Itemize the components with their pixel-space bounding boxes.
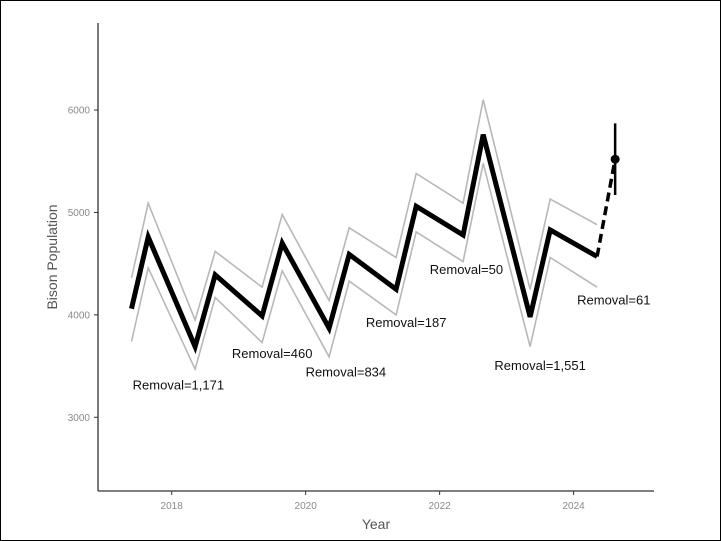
y-tick-label: 6000 [68, 106, 91, 117]
y-tick-label: 5000 [68, 208, 91, 219]
x-tick-label: 2018 [161, 501, 184, 512]
lower-bound-line [130, 163, 598, 372]
upper-bound-line [130, 99, 598, 323]
projection-point [610, 154, 620, 164]
estimate-line [129, 133, 599, 355]
removal-annotation: Removal=50 [430, 262, 503, 277]
projection-dashed-line [595, 158, 617, 257]
y-tick-label: 4000 [68, 310, 91, 321]
x-tick-label: 2024 [562, 501, 585, 512]
removal-annotation: Removal=460 [232, 346, 313, 361]
removal-annotation: Removal=1,171 [133, 378, 224, 393]
removal-annotation: Removal=834 [306, 364, 387, 379]
removal-annotation: Removal=61 [577, 293, 650, 308]
y-axis-title: Bison Population [44, 204, 60, 309]
y-tick-label: 3000 [68, 413, 91, 424]
x-tick-label: 2020 [295, 501, 318, 512]
removal-annotation: Removal=187 [366, 315, 447, 330]
x-axis-title: Year [362, 516, 391, 532]
x-tick-label: 2022 [429, 501, 452, 512]
removal-annotation: Removal=1,551 [494, 358, 585, 373]
